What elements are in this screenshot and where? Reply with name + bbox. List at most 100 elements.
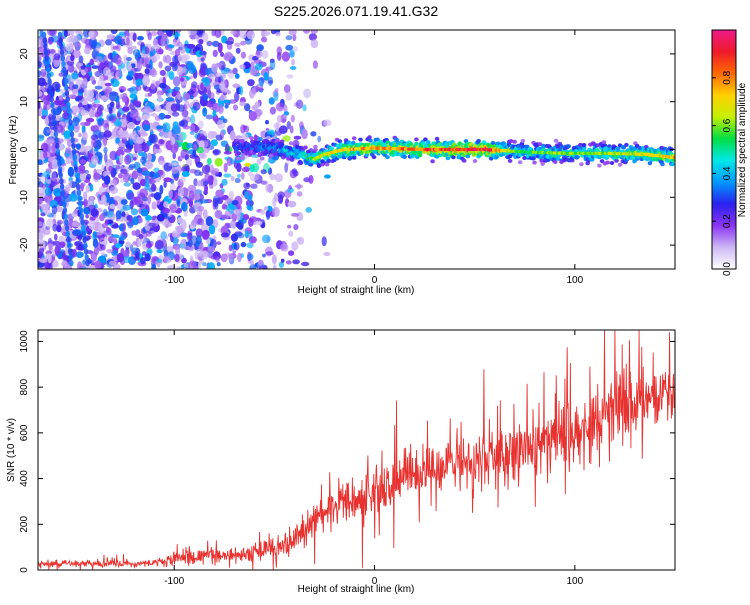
noise-blob <box>99 62 104 69</box>
noise-blob <box>38 36 44 47</box>
noise-blob <box>108 165 114 172</box>
noise-blob <box>176 92 182 100</box>
noise-blob <box>91 154 99 165</box>
noise-blob <box>60 88 65 95</box>
noise-blob <box>123 148 132 153</box>
noise-blob <box>132 182 141 190</box>
spectrogram-noise-layer <box>38 30 332 269</box>
noise-blob <box>142 75 150 86</box>
noise-blob <box>110 43 115 52</box>
noise-blob <box>181 219 187 230</box>
noise-blob <box>170 139 175 146</box>
noise-blob <box>181 171 190 177</box>
noise-blob <box>107 228 112 236</box>
ridge-cell <box>351 140 356 145</box>
noise-blob <box>224 104 229 109</box>
noise-blob <box>274 173 283 183</box>
noise-blob <box>163 255 169 262</box>
noise-blob <box>247 79 255 87</box>
noise-blob <box>171 111 180 117</box>
noise-streak <box>85 259 90 267</box>
noise-blob <box>246 242 254 249</box>
noise-blob <box>117 146 126 151</box>
noise-blob <box>149 122 154 133</box>
noise-blob <box>112 127 119 138</box>
noise-blob <box>177 104 185 112</box>
noise-blob <box>72 229 81 235</box>
noise-blob <box>51 142 57 153</box>
noise-blob <box>93 99 100 104</box>
noise-blob <box>108 91 118 102</box>
noise-blob <box>118 173 123 179</box>
ridge-cell <box>494 154 499 159</box>
noise-blob <box>59 241 66 249</box>
ridge-cell <box>417 153 423 158</box>
noise-blob <box>283 84 291 94</box>
noise-blob <box>122 250 128 257</box>
noise-blob <box>54 244 61 256</box>
noise-blob <box>251 163 260 173</box>
noise-blob <box>142 113 151 119</box>
noise-blob <box>199 50 207 56</box>
noise-blob <box>254 63 263 71</box>
noise-blob <box>94 85 103 90</box>
noise-blob <box>127 62 132 72</box>
noise-blob <box>141 142 150 153</box>
noise-blob <box>220 253 228 263</box>
noise-blob <box>137 192 146 199</box>
noise-blob <box>247 205 254 212</box>
noise-blob <box>256 44 264 52</box>
ridge-cell <box>531 156 536 161</box>
noise-blob <box>122 255 132 264</box>
ridge-cell <box>303 145 308 150</box>
noise-blob <box>190 114 196 125</box>
noise-blob <box>156 125 164 130</box>
ridge-cell <box>670 162 675 167</box>
noise-blob <box>69 193 78 202</box>
noise-blob <box>207 246 215 253</box>
noise-blob <box>58 235 65 243</box>
noise-blob <box>156 89 162 99</box>
noise-blob <box>104 89 111 95</box>
noise-blob <box>141 251 147 256</box>
noise-blob <box>188 239 193 248</box>
noise-blob <box>250 260 254 266</box>
noise-blob <box>249 230 253 240</box>
noise-blob <box>38 205 42 210</box>
noise-blob <box>171 167 179 174</box>
noise-blob <box>66 60 75 66</box>
noise-streak <box>71 148 77 156</box>
noise-blob <box>180 77 185 82</box>
noise-blob <box>210 170 217 174</box>
noise-blob <box>82 131 89 141</box>
noise-blob <box>44 193 53 203</box>
noise-blob <box>120 62 126 69</box>
noise-blob <box>133 156 137 161</box>
noise-blob <box>151 201 157 210</box>
ridge-cell <box>288 141 294 146</box>
noise-streak <box>79 213 85 220</box>
noise-blob <box>132 216 139 226</box>
noise-blob <box>105 39 112 46</box>
noise-blob <box>104 219 109 226</box>
noise-blob <box>83 191 88 201</box>
noise-blob <box>292 34 297 42</box>
noise-streak <box>51 113 56 121</box>
noise-blob <box>148 177 156 185</box>
noise-streak <box>58 37 63 44</box>
noise-blob <box>234 177 241 184</box>
noise-blob <box>223 173 232 178</box>
noise-blob <box>255 87 264 92</box>
noise-blob <box>183 263 190 268</box>
noise-blob <box>287 224 292 229</box>
noise-streak <box>45 60 50 68</box>
noise-blob <box>302 30 311 34</box>
noise-blob <box>106 248 114 254</box>
noise-blob <box>176 266 181 269</box>
noise-blob <box>265 182 270 193</box>
noise-blob <box>204 67 212 75</box>
noise-blob <box>285 260 292 265</box>
noise-blob <box>255 220 263 226</box>
noise-blob <box>207 157 212 165</box>
ridge-cell <box>394 137 399 142</box>
